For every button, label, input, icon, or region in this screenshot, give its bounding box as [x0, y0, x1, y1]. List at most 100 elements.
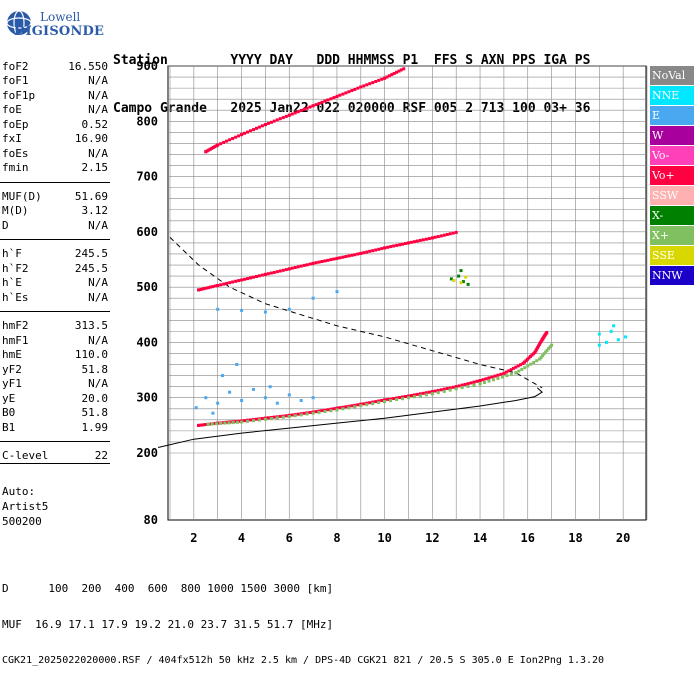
data-point-nne — [612, 324, 616, 328]
data-point-vo — [211, 285, 215, 289]
data-point-vo — [266, 272, 270, 276]
data-point-vo — [344, 91, 348, 95]
param-hf2: h`F2 245.5 — [2, 262, 108, 276]
y-tick-label: 800 — [136, 114, 158, 128]
data-point-vo — [296, 412, 300, 416]
data-point-vo — [213, 284, 217, 288]
legend-x: X- — [650, 206, 694, 225]
param-fof1: foF1 N/A — [2, 74, 108, 88]
data-point-vo — [386, 397, 390, 401]
data-point-vo — [320, 100, 324, 104]
data-point-x — [505, 374, 509, 378]
param-hmf2: hmF2 313.5 — [2, 319, 108, 333]
data-point-vo — [475, 379, 479, 383]
data-point-e — [311, 396, 315, 400]
data-point-vo — [545, 331, 549, 334]
data-point-e — [335, 290, 339, 294]
data-point-vo — [299, 109, 303, 112]
data-point-vo — [395, 396, 399, 400]
param-value: N/A — [88, 377, 108, 390]
data-point-vo — [493, 374, 497, 378]
data-point-vo — [445, 233, 449, 236]
data-point-x — [269, 417, 273, 421]
legend-ssw: SSW — [650, 186, 694, 205]
data-point-vo — [290, 112, 294, 116]
data-point-vo — [332, 257, 336, 261]
data-point-vo — [252, 128, 255, 132]
data-point-vo — [246, 130, 249, 134]
param-value: 0.52 — [81, 118, 109, 131]
data-point-x — [545, 348, 549, 352]
data-point-vo — [350, 404, 354, 408]
data-point-x — [413, 395, 416, 399]
data-point-vo — [240, 278, 244, 282]
data-point-x — [520, 367, 524, 371]
data-point-vo — [514, 365, 518, 369]
data-point-vo — [504, 370, 508, 374]
param-value: 245.5 — [74, 262, 108, 275]
data-point-x — [252, 419, 255, 423]
data-point-vo — [222, 140, 226, 144]
data-point-x — [483, 381, 486, 384]
param-label: fmin — [2, 161, 29, 174]
data-point-vo — [249, 418, 252, 422]
data-point-vo — [478, 379, 482, 383]
data-point-vo — [204, 150, 208, 154]
param-label: foF1 — [2, 74, 29, 87]
data-point-vo — [269, 271, 273, 275]
data-point-vo — [535, 347, 539, 351]
data-point-vo — [290, 413, 294, 417]
data-point-vo — [383, 76, 387, 80]
data-point-vo — [269, 120, 273, 124]
data-point-vo — [320, 260, 324, 263]
legend-e: E — [650, 106, 694, 125]
data-point-vo — [502, 371, 506, 375]
data-point-x — [353, 405, 357, 409]
param-value: 110.0 — [74, 348, 108, 361]
data-point-vo — [377, 247, 381, 251]
logo-line1: Lowell — [40, 10, 81, 24]
param-value: 16.550 — [68, 60, 108, 73]
data-point-e — [252, 387, 255, 391]
param-b1: B1 1.99 — [2, 421, 108, 435]
data-point-vo — [371, 400, 375, 404]
data-point-vo — [496, 373, 500, 377]
param-value: 16.90 — [74, 132, 108, 145]
data-point-vo — [368, 82, 372, 86]
data-point-x — [547, 347, 551, 351]
data-point-x — [492, 378, 495, 382]
data-point-vo — [197, 423, 201, 427]
data-point-vo — [290, 266, 294, 270]
param-divider — [0, 441, 110, 442]
data-point-vo — [389, 245, 393, 249]
autoscale-line2: Artist5 — [2, 500, 49, 513]
data-point-vo — [356, 252, 360, 256]
data-point-vo — [231, 280, 235, 284]
footer-distance-row: D 100 200 400 600 800 1000 1500 3000 [km… — [2, 582, 334, 595]
data-point-x — [457, 274, 461, 278]
data-point-vo — [380, 399, 384, 402]
data-point-vo — [347, 254, 351, 258]
data-point-x — [275, 416, 279, 420]
data-point-vo — [234, 279, 238, 283]
y-tick-label: 600 — [136, 225, 158, 239]
data-point-vo — [454, 230, 458, 234]
param-hmf1: hmF1 N/A — [2, 334, 108, 348]
y-tick-label: 400 — [136, 335, 158, 349]
data-point-vo — [415, 239, 419, 243]
data-point-vo — [415, 392, 419, 396]
data-point-vo — [457, 384, 461, 388]
param-foe: foE N/A — [2, 103, 108, 117]
data-point-vo — [231, 137, 235, 140]
legend-x: X+ — [650, 226, 694, 245]
data-point-vo — [225, 420, 229, 424]
data-point-vo — [516, 364, 520, 368]
data-point-vo — [323, 99, 327, 103]
data-point-x — [219, 421, 223, 425]
profile-solid-line — [157, 387, 543, 448]
y-tick-label: 900 — [136, 59, 158, 73]
param-label: hmF2 — [2, 319, 29, 332]
data-point-vo — [293, 111, 297, 115]
data-point-vo — [249, 129, 252, 133]
data-point-x — [311, 411, 315, 415]
